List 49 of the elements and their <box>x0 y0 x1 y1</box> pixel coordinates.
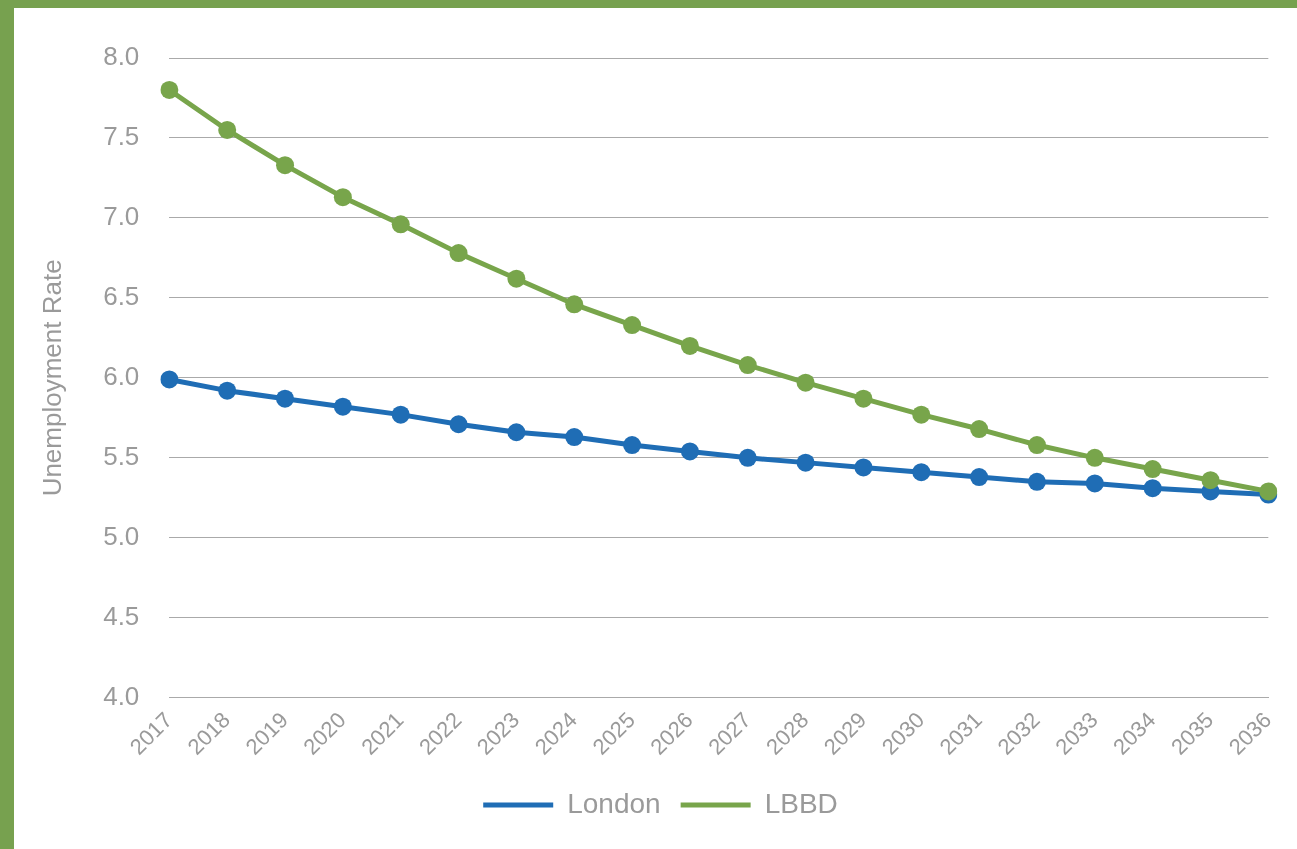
y-tick-label: 5.5 <box>103 441 140 471</box>
point <box>970 420 989 439</box>
point <box>623 316 642 335</box>
point <box>1085 448 1104 467</box>
point <box>507 269 526 288</box>
point <box>680 442 699 461</box>
point <box>1143 460 1162 479</box>
point <box>565 295 584 314</box>
point <box>218 381 237 400</box>
point <box>218 120 237 139</box>
point <box>333 397 352 416</box>
point <box>1143 479 1162 498</box>
point <box>276 389 295 408</box>
point <box>276 156 295 175</box>
point <box>391 405 410 424</box>
y-tick-label: 4.0 <box>103 680 140 711</box>
point <box>796 453 815 472</box>
point <box>970 468 989 487</box>
point <box>565 428 584 447</box>
point <box>912 405 931 424</box>
point <box>1085 474 1104 493</box>
point <box>854 458 873 477</box>
y-tick-label: 6.0 <box>103 361 140 392</box>
point <box>1201 471 1220 490</box>
legend-label: London <box>567 787 661 819</box>
point <box>1027 472 1046 491</box>
point <box>391 215 410 234</box>
point <box>449 244 468 263</box>
point <box>623 436 642 455</box>
y-tick-label: 5.0 <box>103 520 140 551</box>
legend-label: LBBD <box>764 787 838 819</box>
y-tick-label: 4.5 <box>103 600 140 631</box>
point <box>738 448 757 467</box>
point <box>160 80 179 99</box>
point <box>1027 436 1046 455</box>
point <box>333 188 352 207</box>
point <box>507 423 526 442</box>
point <box>160 370 179 389</box>
point <box>738 356 757 375</box>
point <box>912 463 931 482</box>
y-tick-label: 8.0 <box>103 41 140 72</box>
point <box>680 336 699 355</box>
point <box>796 373 815 392</box>
point <box>449 415 468 434</box>
y-tick-label: 6.5 <box>103 281 140 312</box>
point <box>854 389 873 408</box>
y-axis-title: Unemployment Rate <box>36 259 67 497</box>
y-tick-label: 7.5 <box>103 121 140 152</box>
y-tick-label: 7.0 <box>103 201 140 232</box>
